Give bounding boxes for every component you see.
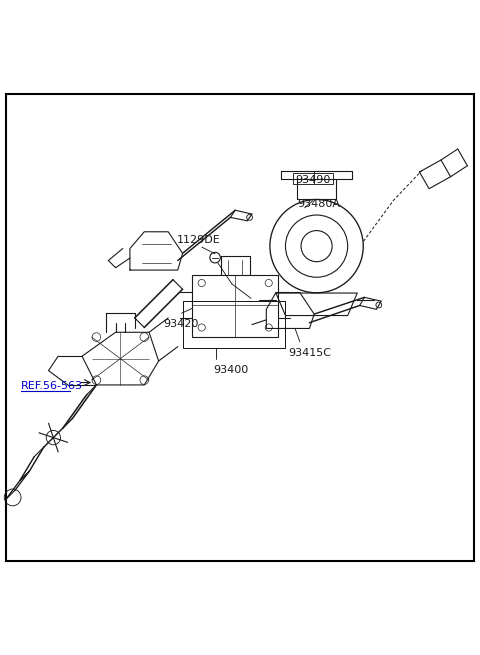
Bar [192, 275, 278, 337]
Text: 93490: 93490 [295, 175, 330, 185]
Text: 93400: 93400 [214, 365, 249, 375]
Text: 93420: 93420 [163, 319, 199, 329]
Bar [293, 174, 333, 184]
Bar [182, 301, 286, 348]
Text: 93415C: 93415C [288, 348, 331, 358]
Text: REF.56-563: REF.56-563 [21, 381, 83, 391]
Text: 93480A: 93480A [298, 199, 340, 209]
Text: 1129DE: 1129DE [177, 235, 221, 245]
